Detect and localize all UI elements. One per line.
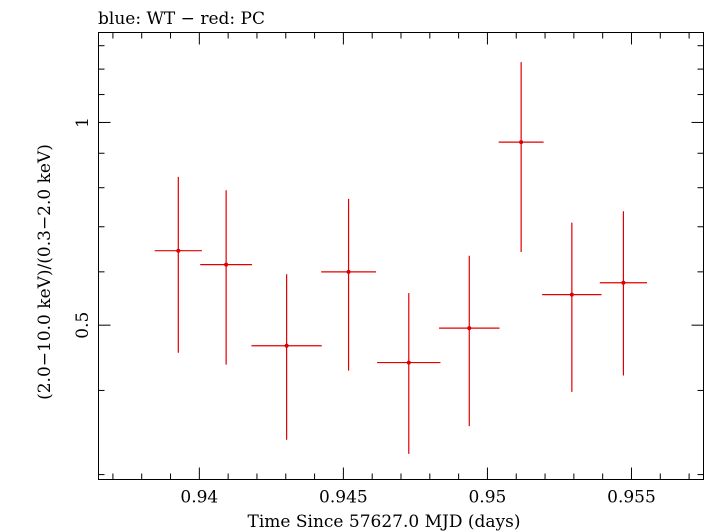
- data-marker: [406, 360, 411, 365]
- data-point: [251, 274, 322, 440]
- data-point: [439, 255, 500, 427]
- y-axis-label: (2.0−10.0 keV)/(0.3−2.0 keV): [35, 144, 55, 400]
- data-point: [498, 62, 544, 253]
- data-marker: [284, 343, 289, 348]
- x-tick-label: 0.95: [468, 488, 506, 508]
- x-tick-label: 0.945: [319, 488, 368, 508]
- data-point: [154, 176, 202, 353]
- x-tick-label: 0.94: [180, 488, 218, 508]
- y-axis-tick-labels: 0.51: [73, 117, 93, 339]
- x-tick-label: 0.955: [607, 488, 656, 508]
- data-marker: [467, 326, 472, 331]
- x-axis-ticks: [112, 32, 690, 480]
- data-point: [377, 293, 441, 454]
- data-marker: [569, 292, 574, 297]
- x-axis-label: Time Since 57627.0 MJD (days): [248, 512, 521, 532]
- data-marker: [621, 280, 626, 285]
- y-axis-ticks: [98, 45, 704, 476]
- data-point: [321, 198, 376, 371]
- x-axis-tick-labels: 0.94 0.945 0.95 0.955: [180, 488, 655, 508]
- plot-frame: [98, 32, 704, 480]
- chart-title: blue: WT − red: PC: [98, 9, 265, 29]
- data-marker: [346, 269, 351, 274]
- data-marker: [224, 262, 229, 267]
- data-points: [154, 62, 648, 454]
- y-tick-label: 0.5: [73, 312, 93, 339]
- data-marker: [176, 248, 181, 253]
- y-tick-label: 1: [73, 117, 93, 128]
- data-point: [599, 211, 648, 376]
- data-point: [200, 190, 253, 365]
- data-point: [542, 222, 602, 392]
- data-marker: [519, 140, 524, 145]
